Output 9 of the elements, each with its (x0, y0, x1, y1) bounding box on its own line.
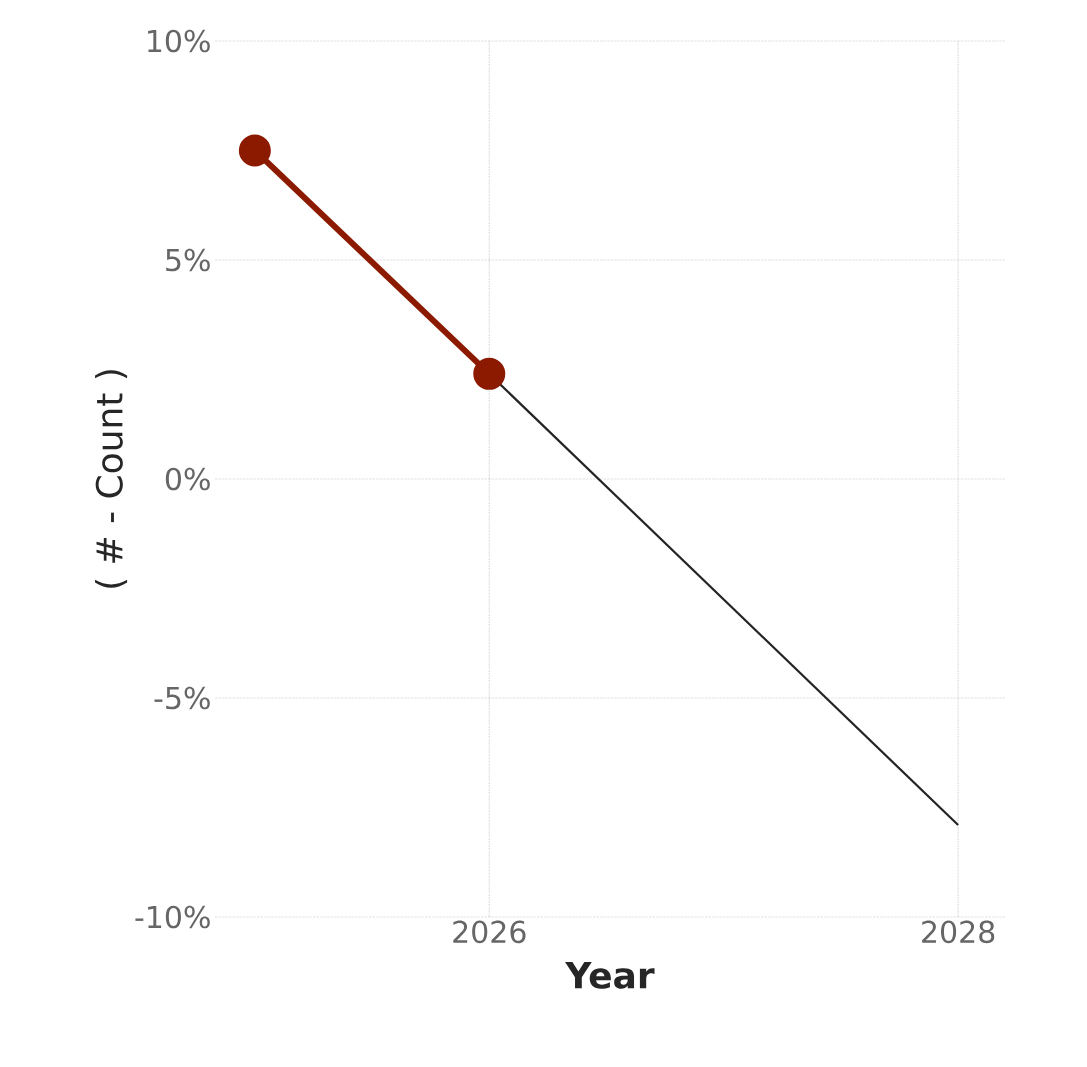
y-tick-label: 10% (148, 29, 210, 53)
y-tick-label: -5% (154, 686, 210, 710)
x-tick-label: 2028 (922, 920, 995, 944)
y-tick-label: 5% (166, 248, 210, 272)
y-axis-title: ( # - Count ) (95, 370, 128, 588)
y-tick-label: -10% (135, 905, 210, 929)
x-axis-title: Year (565, 962, 655, 989)
y-tick-label: 0% (165, 467, 210, 491)
x-tick-label: 2026 (453, 920, 526, 944)
